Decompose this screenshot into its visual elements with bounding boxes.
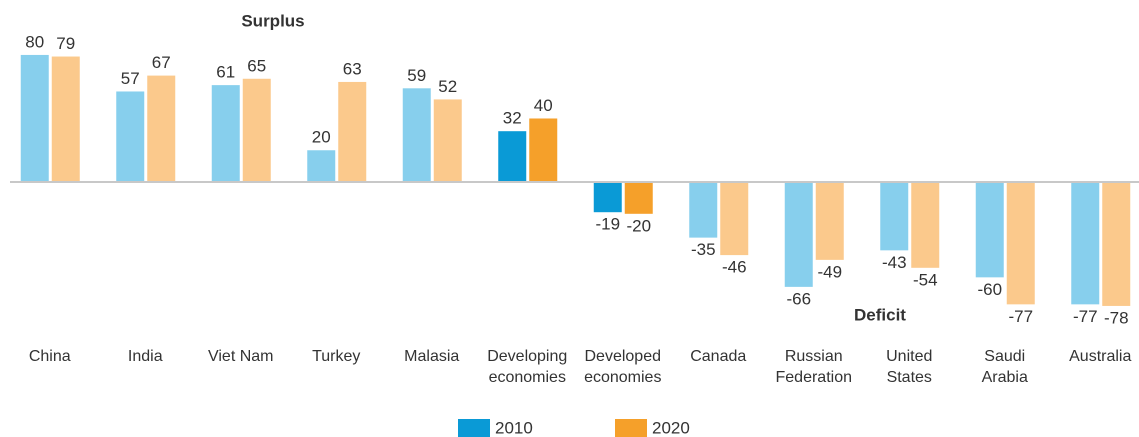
x-tick-label: Malasia [404, 348, 460, 365]
annotation: Deficit [854, 305, 906, 324]
x-tick-label: United States [886, 348, 933, 386]
bar [433, 99, 462, 183]
x-tick-label: Australia [1069, 348, 1132, 365]
value-label: 40 [534, 96, 553, 115]
bar [402, 88, 431, 183]
bar [20, 54, 49, 183]
value-label: 59 [407, 66, 426, 85]
x-tick-label: Turkey [312, 348, 361, 365]
value-label: 65 [247, 56, 266, 75]
x-tick-label: Viet Nam [207, 348, 274, 365]
bar [784, 182, 813, 287]
bar [147, 75, 176, 183]
bar [116, 91, 145, 183]
bar [51, 56, 80, 183]
value-label: 63 [343, 59, 362, 78]
bar [307, 150, 336, 183]
value-label: -43 [882, 253, 907, 272]
value-label: 32 [503, 109, 522, 128]
value-label: -20 [626, 216, 651, 235]
legend-swatch [458, 419, 490, 437]
x-tick-label: Russian Federation [775, 348, 853, 386]
value-label: 20 [312, 128, 331, 147]
value-label: -77 [1073, 307, 1098, 326]
legend-label: 2020 [652, 418, 690, 437]
bar [1006, 182, 1035, 305]
value-label: 79 [56, 34, 75, 53]
bar [1071, 182, 1100, 305]
x-tick-label: Canada [690, 348, 747, 365]
bar [1102, 182, 1131, 306]
bar [242, 78, 271, 183]
bar [593, 182, 622, 213]
bar [338, 81, 367, 183]
legend-label: 2010 [495, 418, 533, 437]
value-label: 67 [152, 53, 171, 72]
value-label: 80 [25, 32, 44, 51]
value-label: -66 [786, 289, 811, 308]
bar [529, 118, 558, 183]
bar [720, 182, 749, 256]
value-label: 61 [216, 63, 235, 82]
x-tick-label: Developing economies [487, 348, 568, 386]
value-label: -35 [691, 240, 716, 259]
value-label: -60 [977, 280, 1002, 299]
x-tick-label: Saudi Arabia [981, 348, 1028, 386]
value-label: -19 [595, 215, 620, 234]
value-label: -46 [722, 258, 747, 277]
x-tick-label: India [127, 348, 163, 365]
bar [911, 182, 940, 268]
bar [624, 182, 653, 214]
bar [815, 182, 844, 260]
annotation: Surplus [241, 11, 304, 30]
value-label: 52 [438, 77, 457, 96]
x-tick-label: China [28, 348, 71, 365]
value-label: -49 [817, 262, 842, 281]
bar [498, 131, 527, 183]
bar [975, 182, 1004, 278]
x-tick-label: Developed economies [584, 348, 662, 386]
value-label: -78 [1104, 308, 1129, 327]
value-label: 57 [121, 69, 140, 88]
legend-swatch [615, 419, 647, 437]
value-label: -77 [1008, 307, 1033, 326]
bar [689, 182, 718, 238]
bar [880, 182, 909, 251]
value-label: -54 [913, 270, 938, 289]
bar [211, 85, 240, 183]
